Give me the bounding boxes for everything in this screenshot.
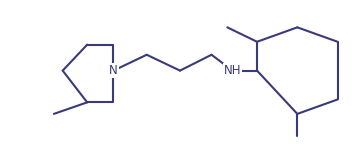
Text: N: N <box>109 64 118 77</box>
Text: NH: NH <box>224 64 241 77</box>
